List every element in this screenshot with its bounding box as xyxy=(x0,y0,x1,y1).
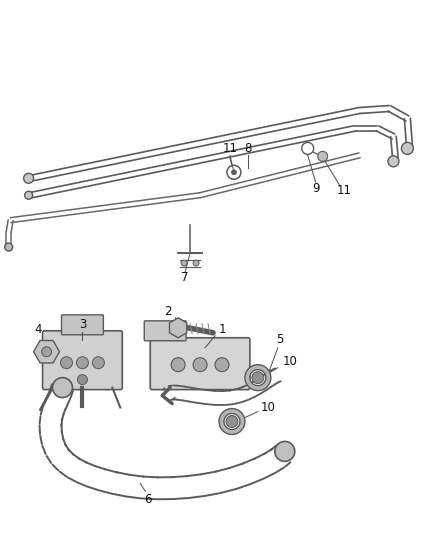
Wedge shape xyxy=(219,409,245,434)
Circle shape xyxy=(193,358,207,372)
Text: 4: 4 xyxy=(35,324,42,336)
Circle shape xyxy=(53,378,72,398)
Text: 3: 3 xyxy=(79,318,86,332)
FancyBboxPatch shape xyxy=(144,321,186,341)
Circle shape xyxy=(181,260,187,266)
Circle shape xyxy=(92,357,104,369)
Text: 7: 7 xyxy=(181,271,189,285)
Text: 8: 8 xyxy=(244,142,251,155)
Circle shape xyxy=(24,173,34,183)
Circle shape xyxy=(275,441,295,462)
Circle shape xyxy=(78,375,88,385)
Text: 2: 2 xyxy=(164,305,172,318)
Circle shape xyxy=(171,358,185,372)
Circle shape xyxy=(388,156,399,167)
Wedge shape xyxy=(245,365,271,391)
Text: 10: 10 xyxy=(261,401,275,414)
Circle shape xyxy=(252,372,264,384)
Text: 9: 9 xyxy=(312,182,319,195)
Circle shape xyxy=(318,151,328,161)
Circle shape xyxy=(401,142,413,155)
Circle shape xyxy=(193,260,199,266)
Circle shape xyxy=(25,191,32,199)
Text: 1: 1 xyxy=(218,324,226,336)
FancyBboxPatch shape xyxy=(150,338,250,390)
Text: 5: 5 xyxy=(276,333,283,346)
Circle shape xyxy=(226,416,238,427)
Circle shape xyxy=(5,243,13,251)
FancyBboxPatch shape xyxy=(61,315,103,335)
Circle shape xyxy=(215,358,229,372)
Text: 10: 10 xyxy=(283,355,297,368)
Circle shape xyxy=(231,170,237,175)
FancyBboxPatch shape xyxy=(42,331,122,390)
Circle shape xyxy=(60,357,72,369)
Text: 11: 11 xyxy=(337,184,352,197)
Text: 6: 6 xyxy=(145,493,152,506)
Circle shape xyxy=(77,357,88,369)
Text: 11: 11 xyxy=(223,142,237,155)
Circle shape xyxy=(42,347,52,357)
